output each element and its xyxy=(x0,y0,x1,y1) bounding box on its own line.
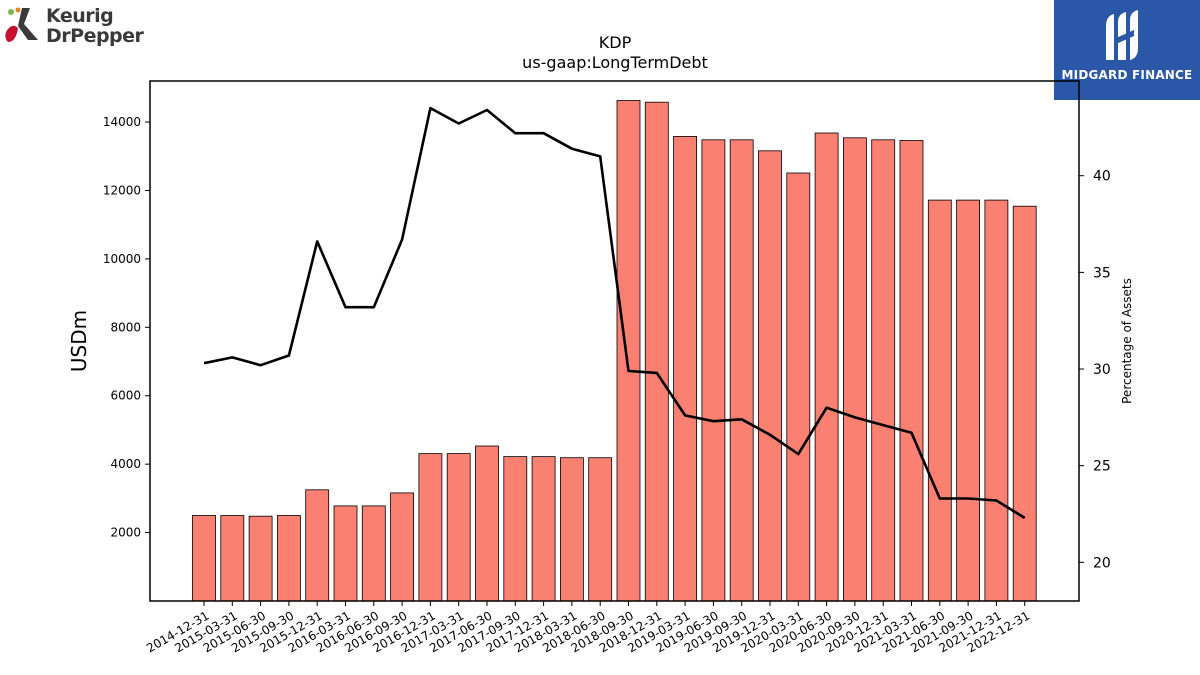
y-tick-label: 6000 xyxy=(110,389,141,403)
bar-2022-12-31 xyxy=(1012,205,1037,602)
percentage-of-assets-line xyxy=(203,106,1026,520)
bar-2019-06-30 xyxy=(701,139,726,602)
y-tick-label: 8000 xyxy=(110,320,141,334)
bar-2020-06-30 xyxy=(814,132,839,602)
chart-title: KDP xyxy=(599,33,632,52)
bar-2015-06-30 xyxy=(248,515,273,602)
keurig-dr-pepper-logo: Keurig DrPepper xyxy=(4,4,154,50)
bar-2021-06-30 xyxy=(927,199,952,602)
bar-2017-03-31 xyxy=(446,453,471,602)
bar-2016-03-31 xyxy=(333,505,358,602)
brand-line-1: Keurig xyxy=(46,5,114,27)
left-axis-ticks: 2000 4000 6000 8000 10000 12000 14000 xyxy=(103,115,150,540)
bar-2021-03-31 xyxy=(899,140,924,602)
y2-tick-label: 20 xyxy=(1093,555,1111,571)
bar-2015-09-30 xyxy=(276,515,301,602)
bar-2015-03-31 xyxy=(220,515,245,602)
bar-2020-09-30 xyxy=(843,137,867,602)
bar-2021-12-31 xyxy=(984,199,1009,602)
y-tick-label: 10000 xyxy=(103,252,141,266)
y-tick-label: 4000 xyxy=(110,457,141,471)
bar-2018-03-31 xyxy=(560,457,584,602)
bar-2018-12-31 xyxy=(644,101,669,602)
y2-axis-label: Percentage of Assets xyxy=(1120,278,1134,404)
y-tick-label: 12000 xyxy=(103,183,141,197)
bar-2016-06-30 xyxy=(361,505,386,602)
bar-2019-09-30 xyxy=(729,139,754,602)
bar-2019-03-31 xyxy=(673,135,697,602)
bar-2017-12-31 xyxy=(531,456,556,602)
plot-frame xyxy=(149,80,1080,602)
bar-2019-12-31 xyxy=(758,150,782,602)
brand-line-2: DrPepper xyxy=(46,25,144,47)
y2-tick-label: 25 xyxy=(1093,459,1111,475)
y2-tick-label: 30 xyxy=(1093,362,1111,378)
y2-tick-label: 40 xyxy=(1093,169,1111,185)
bar-2018-06-30 xyxy=(588,457,613,602)
kdp-logo-mark-icon xyxy=(5,7,38,42)
bar-2017-06-30 xyxy=(475,445,499,602)
y-axis-label: USDm xyxy=(67,310,91,372)
right-axis-ticks: 20 25 30 35 40 xyxy=(1079,169,1111,571)
y2-tick-label: 35 xyxy=(1093,265,1111,281)
bar-2015-12-31 xyxy=(305,489,330,602)
bar-2021-09-30 xyxy=(956,199,980,602)
bar-2018-09-30 xyxy=(616,100,641,602)
midgard-finance-name: MIDGARD FINANCE xyxy=(1061,68,1193,82)
bar-2020-03-31 xyxy=(786,172,811,602)
midgard-mark-icon xyxy=(1106,10,1138,60)
line-series xyxy=(203,106,1026,520)
bar-2020-12-31 xyxy=(871,139,896,602)
bar-series xyxy=(192,100,1037,602)
x-axis-ticks: 2014-12-312015-03-312015-06-302015-09-30… xyxy=(144,601,1032,655)
bar-2016-12-31 xyxy=(418,453,443,602)
bar-2017-09-30 xyxy=(503,456,528,602)
chart-subtitle: us-gaap:LongTermDebt xyxy=(522,53,708,72)
bar-2014-12-31 xyxy=(192,515,216,602)
y-tick-label: 2000 xyxy=(110,526,141,540)
y-tick-label: 14000 xyxy=(103,115,141,129)
bar-2016-09-30 xyxy=(390,492,415,602)
